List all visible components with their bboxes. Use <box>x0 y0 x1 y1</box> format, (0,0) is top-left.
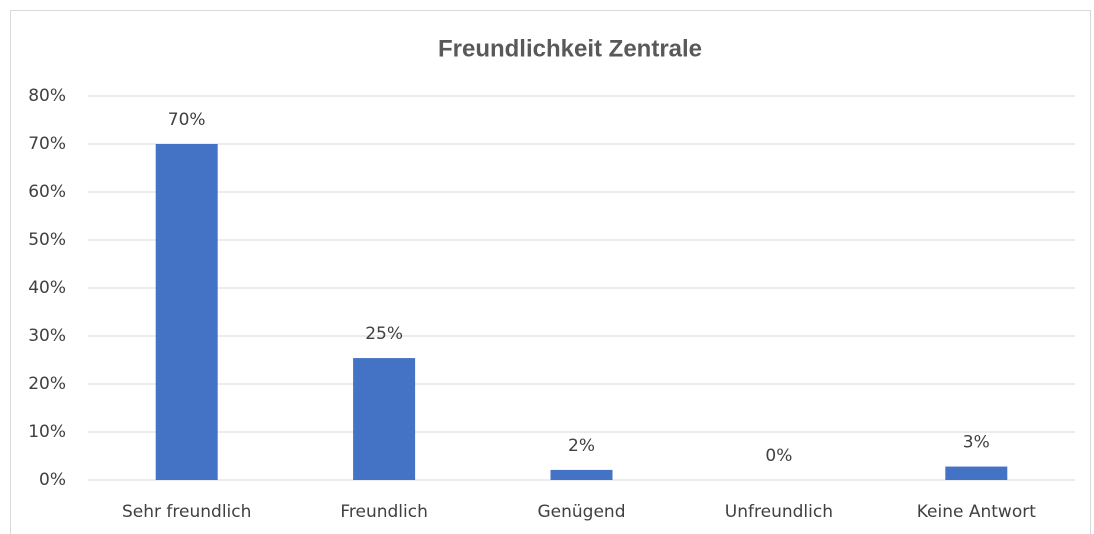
data-label: 0% <box>765 446 792 466</box>
y-tick-label: 70% <box>28 134 66 154</box>
x-tick-label: Unfreundlich <box>725 502 833 522</box>
data-label: 70% <box>168 110 206 130</box>
y-tick-label: 60% <box>28 182 66 202</box>
y-tick-label: 0% <box>39 470 66 490</box>
x-tick-label: Sehr freundlich <box>122 502 251 522</box>
bar <box>550 469 613 480</box>
data-label: 3% <box>963 433 990 453</box>
y-tick-label: 80% <box>28 86 66 106</box>
x-tick-label: Keine Antwort <box>917 502 1036 522</box>
x-tick-label: Freundlich <box>340 502 428 522</box>
chart-frame <box>10 10 1091 534</box>
bar <box>155 144 218 480</box>
data-label: 2% <box>568 436 595 456</box>
y-tick-label: 30% <box>28 326 66 346</box>
chart-title: Freundlichkeit Zentrale <box>438 35 702 62</box>
data-label: 25% <box>365 324 403 344</box>
y-tick-label: 20% <box>28 374 66 394</box>
y-tick-label: 10% <box>28 422 66 442</box>
y-tick-label: 40% <box>28 278 66 298</box>
bar <box>945 466 1008 480</box>
x-tick-label: Genügend <box>538 502 626 522</box>
y-tick-label: 50% <box>28 230 66 250</box>
bar <box>353 358 416 480</box>
